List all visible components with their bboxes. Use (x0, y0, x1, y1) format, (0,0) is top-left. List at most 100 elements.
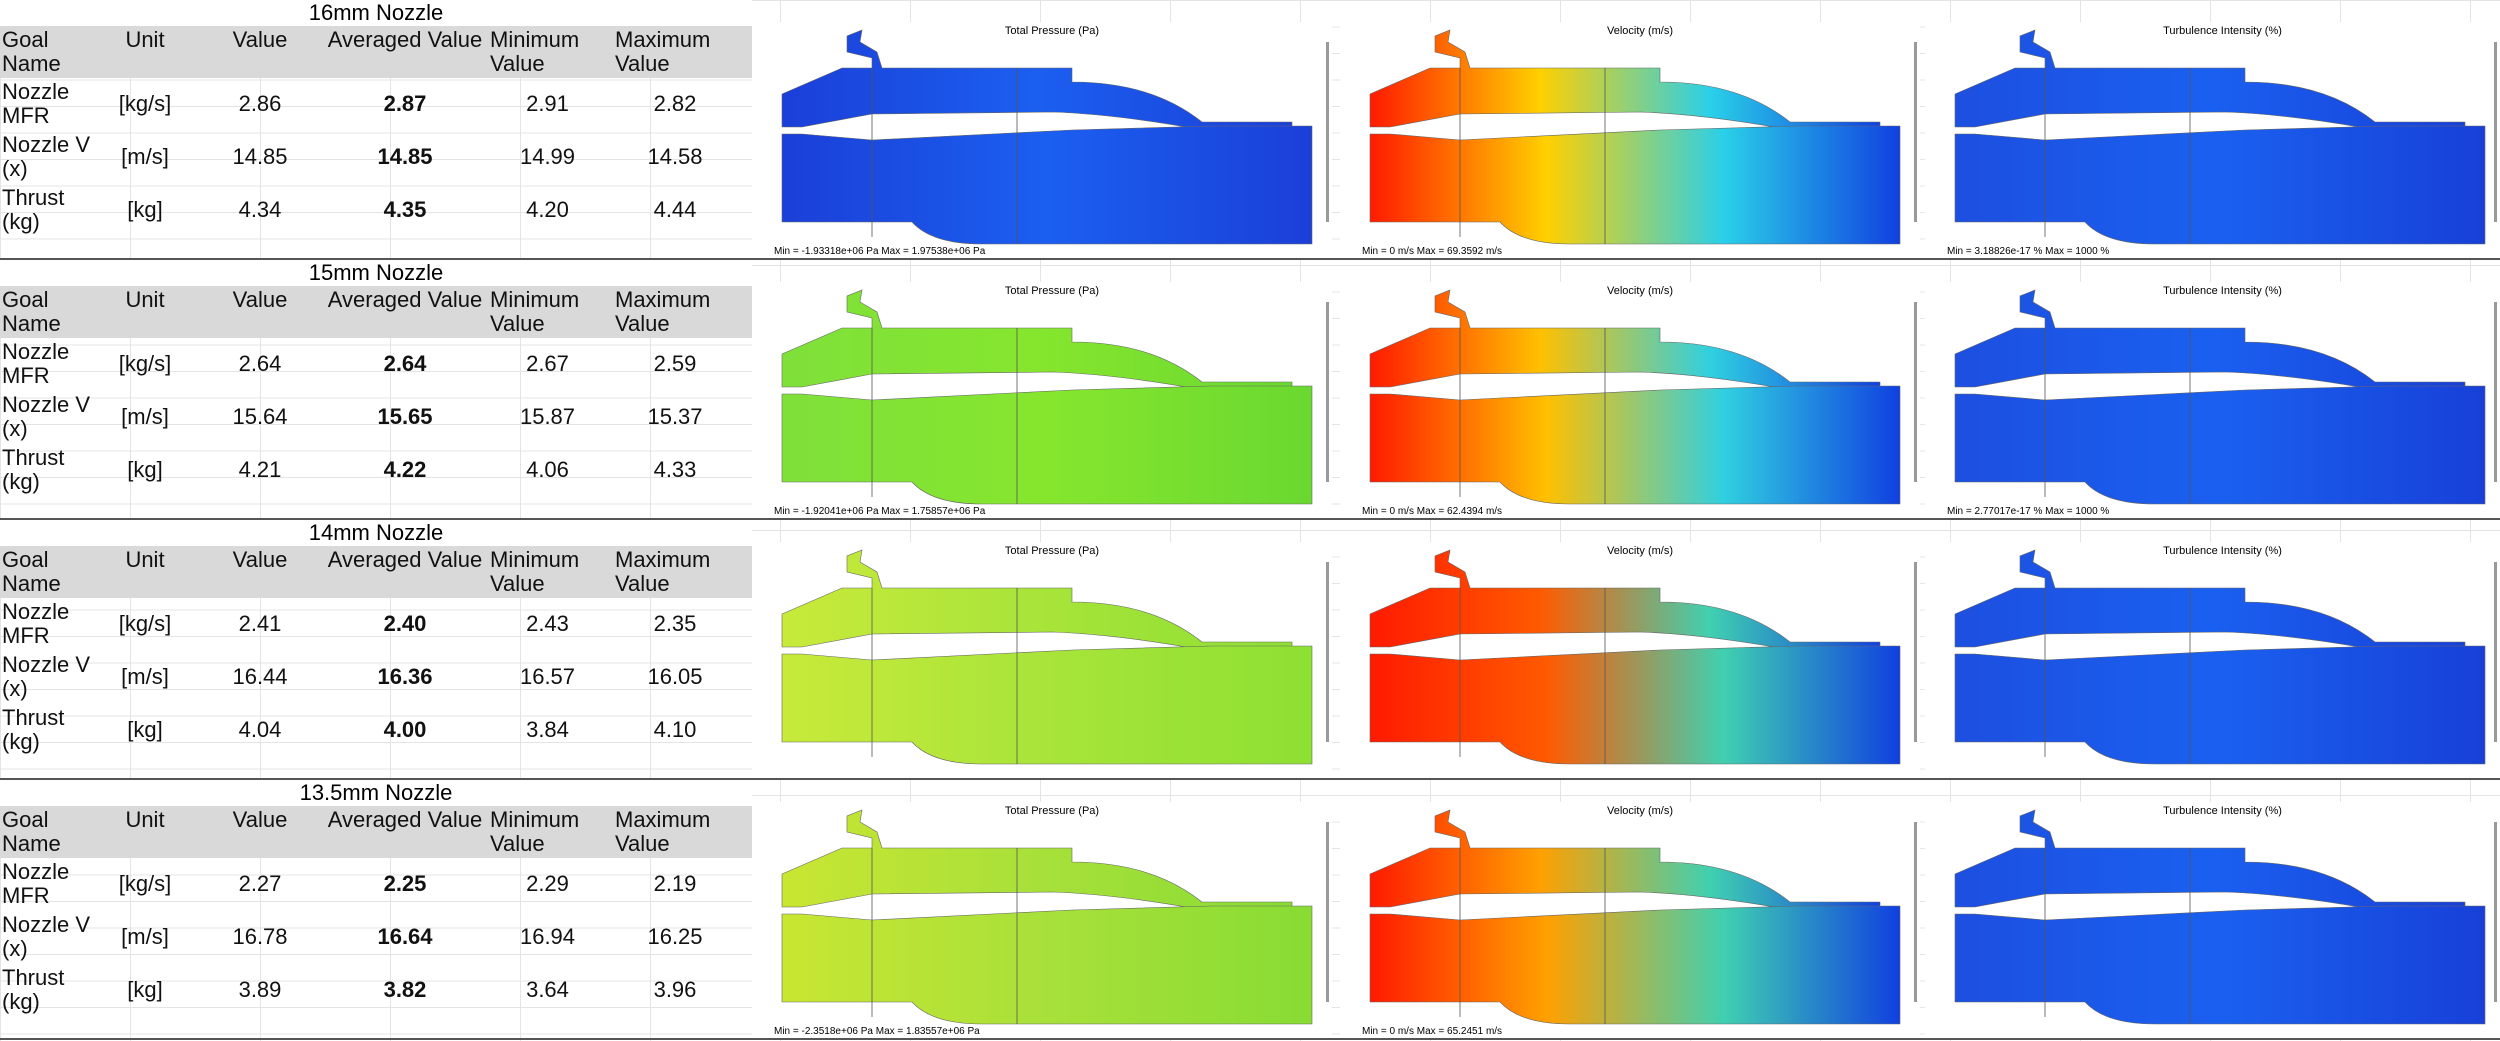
cell-value: 16.94 (519, 924, 576, 949)
lower-duct (781, 645, 1313, 765)
cell-value: 16.78 (232, 924, 288, 949)
upper-duct (1954, 289, 2466, 389)
cell-value: 16.57 (519, 664, 576, 689)
block-title: 15mm Nozzle (0, 260, 752, 286)
cell-value: 3.82 (383, 977, 427, 1002)
nozzle-geometry (781, 289, 1313, 505)
scroll-bar (2494, 562, 2497, 742)
column-header: Averaged Value (327, 807, 483, 832)
nozzle-geometry (1369, 29, 1901, 245)
cfd-panel: Total Pressure (Pa) Min = -1.93318e+06 Pa… (752, 22, 1332, 258)
cfd-panel: Velocity (m/s) Min = 0 m/s Max = 62.4394 … (1340, 282, 1920, 518)
lower-duct (781, 125, 1313, 245)
lower-duct (1369, 385, 1901, 505)
cell-value: 2.59 (653, 351, 697, 376)
cfd-panel: Velocity (m/s) (1340, 542, 1920, 778)
column-header: Unit (125, 807, 165, 832)
cell-value: [kg] (127, 457, 163, 482)
upper-duct (1369, 29, 1881, 129)
cell-value: 4.06 (526, 457, 569, 482)
panel-footer: Min = 2.77017e-17 % Max = 1000 % (1947, 506, 2109, 517)
cell-value: 3.84 (526, 717, 569, 742)
scroll-bar (1326, 42, 1329, 222)
goal-name: Nozzle V (x) (2, 392, 91, 441)
cell-value: 14.85 (377, 144, 433, 169)
nozzle-geometry (1954, 29, 2486, 245)
column-header: Minimum Value (490, 807, 580, 856)
scroll-bar (1326, 302, 1329, 482)
block-title: 13.5mm Nozzle (0, 780, 752, 806)
goal-name: Thrust (kg) (2, 965, 65, 1014)
cell-value: [kg/s] (118, 351, 172, 376)
nozzle-geometry (1369, 549, 1901, 765)
cell-value: 3.96 (653, 977, 697, 1002)
upper-duct (781, 29, 1293, 129)
panel-title: Velocity (m/s) (1607, 285, 1673, 297)
cell-value: 2.82 (653, 91, 697, 116)
lower-duct (1369, 125, 1901, 245)
goal-name: Nozzle V (x) (2, 652, 91, 701)
header-band (0, 286, 752, 338)
cfd-panel: Total Pressure (Pa) Min = -2.3518e+06 Pa … (752, 802, 1332, 1038)
column-header: Unit (125, 547, 165, 572)
upper-duct (1369, 809, 1881, 909)
cell-value: 2.29 (526, 871, 569, 896)
lower-duct (1954, 125, 2486, 245)
column-header: Unit (125, 287, 165, 312)
cell-value: 15.37 (647, 404, 703, 429)
cfd-panel: Turbulence Intensity (%) Min = 2.77017e-1… (1925, 282, 2500, 518)
panel-title: Total Pressure (Pa) (1005, 805, 1099, 817)
panel-title: Velocity (m/s) (1607, 25, 1673, 37)
column-header: Value (232, 27, 288, 52)
column-header: Goal Name (2, 27, 61, 76)
cell-value: 2.25 (383, 871, 427, 896)
nozzle-geometry (1954, 289, 2486, 505)
column-header: Maximum Value (615, 287, 711, 336)
lower-duct (1369, 905, 1901, 1025)
goal-name: Nozzle MFR (2, 79, 70, 128)
cell-value: 15.65 (377, 404, 433, 429)
nozzle-geometry (781, 809, 1313, 1025)
goal-name: Nozzle V (x) (2, 132, 91, 181)
column-header: Maximum Value (615, 27, 711, 76)
panel-title: Total Pressure (Pa) (1005, 25, 1099, 37)
scroll-bar (1914, 42, 1917, 222)
column-header: Averaged Value (327, 287, 483, 312)
cell-value: 4.22 (383, 457, 427, 482)
result-block: 13.5mm Nozzle Goal Name Unit Value Averaged … (0, 780, 2500, 1040)
goal-name: Nozzle MFR (2, 339, 70, 388)
column-header: Goal Name (2, 547, 61, 596)
cfd-panel: Turbulence Intensity (%) (1925, 802, 2500, 1038)
cell-value: 2.43 (526, 611, 569, 636)
block-title: 16mm Nozzle (0, 0, 752, 26)
cell-value: 16.25 (647, 924, 703, 949)
cell-value: 4.21 (238, 457, 282, 482)
lower-duct (781, 385, 1313, 505)
panel-title: Turbulence Intensity (%) (2163, 545, 2282, 557)
upper-duct (1954, 809, 2466, 909)
result-block: 14mm Nozzle Goal Name Unit Value Averaged Va… (0, 520, 2500, 780)
cell-value: [kg] (127, 197, 163, 222)
goal-name: Thrust (kg) (2, 445, 65, 494)
cell-value: [m/s] (121, 664, 169, 689)
cell-value: [kg] (127, 717, 163, 742)
lower-duct (1954, 905, 2486, 1025)
cell-value: 4.04 (238, 717, 282, 742)
cell-value: [kg/s] (118, 871, 172, 896)
scroll-bar (1914, 302, 1917, 482)
panel-footer: Min = 0 m/s Max = 65.2451 m/s (1362, 1026, 1502, 1037)
cell-value: 2.64 (238, 351, 282, 376)
cfd-panel: Velocity (m/s) Min = 0 m/s Max = 69.3592 … (1340, 22, 1920, 258)
upper-duct (781, 809, 1293, 909)
cell-value: [kg] (127, 977, 163, 1002)
cell-value: 2.64 (383, 351, 427, 376)
scroll-bar (1914, 562, 1917, 742)
result-block: 15mm Nozzle Goal Name Unit Value Averaged Va… (0, 260, 2500, 520)
cell-value: 14.58 (647, 144, 703, 169)
column-header: Unit (125, 27, 165, 52)
cell-value: [m/s] (121, 144, 169, 169)
goal-name: Thrust (kg) (2, 185, 65, 234)
lower-duct (781, 905, 1313, 1025)
panel-title: Total Pressure (Pa) (1005, 545, 1099, 557)
